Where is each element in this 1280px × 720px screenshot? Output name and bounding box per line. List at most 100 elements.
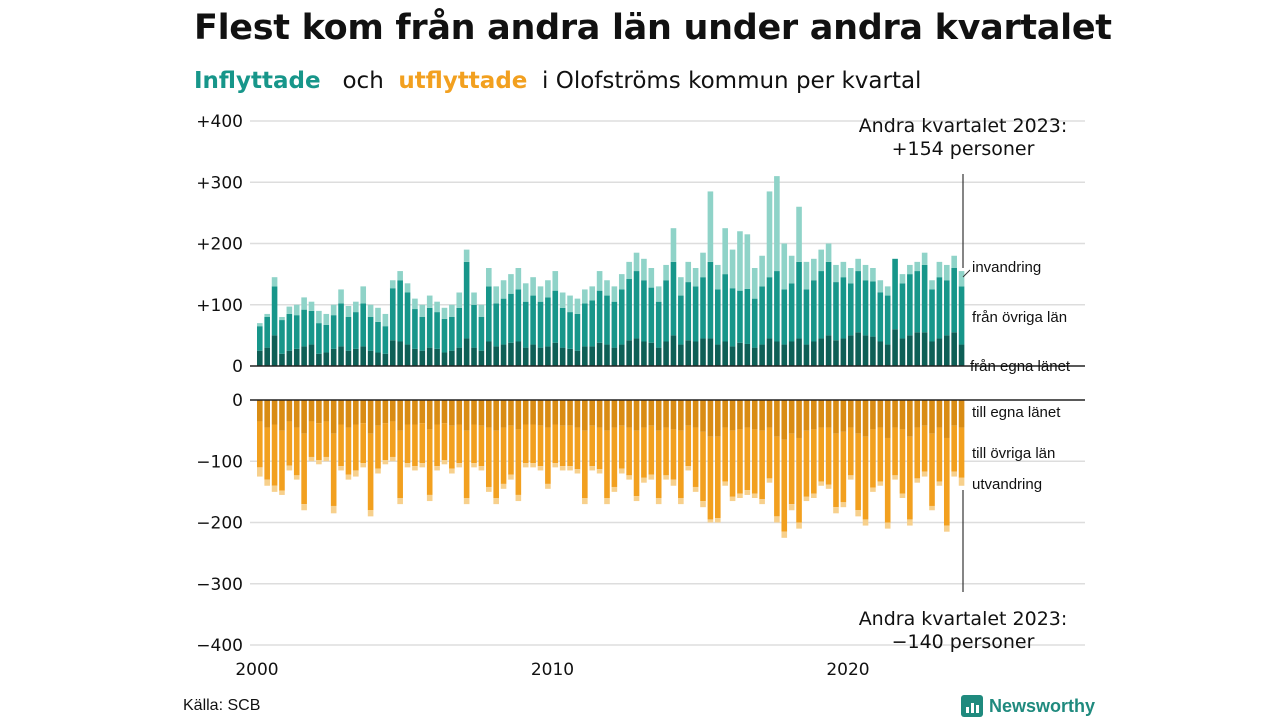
bar-invandring (471, 292, 477, 305)
bar-utvandring (559, 466, 566, 471)
bar-fran-egna-lanet (397, 341, 403, 366)
subtitle-och: och (342, 68, 384, 94)
bar-till-ovriga-lan (330, 433, 337, 506)
bar-till-ovriga-lan (382, 423, 389, 461)
y-tick-label-top: 0 (232, 357, 243, 377)
bar-fran-ovriga-lan (382, 326, 389, 354)
bar-fran-egna-lanet (604, 344, 610, 366)
bar-fran-egna-lanet (463, 338, 470, 366)
bar-till-ovriga-lan (958, 427, 965, 478)
bar-till-egna-lanet (308, 400, 315, 422)
bar-till-egna-lanet (655, 400, 662, 431)
bar-utvandring (685, 466, 692, 471)
bar-fran-ovriga-lan (759, 286, 765, 345)
bar-fran-egna-lanet (360, 346, 367, 366)
bar-utvandring (471, 463, 477, 468)
bar-utvandring (618, 468, 625, 474)
bar-utvandring (722, 481, 728, 486)
bar-fran-egna-lanet (456, 347, 463, 366)
bar-invandring (589, 286, 596, 301)
bar-fran-ovriga-lan (862, 280, 869, 336)
bar-fran-egna-lanet (729, 346, 736, 366)
bar-till-ovriga-lan (678, 430, 684, 498)
series-label-top: från övriga län (972, 309, 1067, 326)
bar-till-egna-lanet (545, 400, 551, 428)
bar-utvandring (323, 456, 330, 462)
bar-fran-ovriga-lan (936, 277, 943, 339)
bar-fran-ovriga-lan (892, 258, 898, 330)
bar-fran-ovriga-lan (737, 290, 743, 343)
bar-till-ovriga-lan (870, 429, 876, 488)
bar-till-ovriga-lan (707, 436, 714, 520)
bar-fran-ovriga-lan (397, 280, 403, 342)
bar-invandring (552, 271, 559, 291)
bar-till-egna-lanet (862, 400, 869, 437)
bar-fran-ovriga-lan (766, 277, 773, 339)
bar-fran-ovriga-lan (641, 280, 647, 342)
bar-utvandring (936, 481, 943, 486)
bar-till-egna-lanet (707, 400, 714, 437)
bar-utvandring (537, 466, 544, 471)
bar-fran-ovriga-lan (375, 321, 381, 353)
bar-invandring (508, 274, 514, 294)
bar-fran-ovriga-lan (840, 277, 847, 339)
bar-till-ovriga-lan (545, 427, 551, 484)
bar-till-ovriga-lan (360, 423, 367, 464)
bar-fran-ovriga-lan (604, 295, 610, 345)
bar-invandring (818, 249, 825, 272)
bar-till-egna-lanet (279, 400, 285, 431)
bar-fran-ovriga-lan (463, 261, 470, 339)
bar-invandring (692, 268, 699, 287)
bar-utvandring (389, 456, 396, 462)
bar-fran-ovriga-lan (884, 295, 891, 345)
bar-till-ovriga-lan (471, 424, 477, 464)
bar-till-egna-lanet (722, 400, 728, 428)
bar-till-ovriga-lan (692, 427, 699, 487)
bar-utvandring (397, 498, 403, 505)
bar-invandring (626, 261, 632, 280)
bar-till-ovriga-lan (951, 425, 957, 472)
bar-fran-ovriga-lan (788, 283, 795, 342)
bar-utvandring (257, 467, 263, 477)
bar-invandring (264, 313, 270, 317)
bar-invandring (929, 280, 935, 290)
bar-fran-ovriga-lan (870, 281, 876, 337)
bar-till-egna-lanet (530, 400, 536, 425)
bar-utvandring (345, 474, 352, 480)
bar-fran-ovriga-lan (360, 303, 367, 347)
bar-till-egna-lanet (382, 400, 389, 424)
bar-invandring (441, 307, 448, 319)
annotation-text: +154 personer (892, 138, 1035, 160)
bar-utvandring (943, 525, 950, 532)
bar-fran-ovriga-lan (345, 317, 352, 351)
bar-fran-egna-lanet (936, 338, 943, 366)
bar-till-egna-lanet (404, 400, 411, 425)
bar-fran-egna-lanet (803, 344, 810, 366)
bar-utvandring (907, 519, 913, 526)
bar-till-egna-lanet (264, 400, 270, 428)
bar-till-egna-lanet (463, 400, 470, 431)
bar-till-egna-lanet (426, 400, 433, 430)
bar-fran-ovriga-lan (751, 298, 758, 348)
bar-till-egna-lanet (330, 400, 337, 434)
bar-invandring (641, 258, 647, 281)
bar-till-ovriga-lan (847, 427, 854, 476)
bar-till-egna-lanet (559, 400, 566, 426)
bar-utvandring (500, 483, 507, 489)
bar-utvandring (360, 463, 367, 468)
bar-fran-ovriga-lan (729, 288, 736, 347)
bar-till-egna-lanet (589, 400, 596, 426)
bar-till-egna-lanet (855, 400, 861, 434)
bar-invandring (537, 286, 544, 302)
bar-fran-egna-lanet (257, 350, 263, 366)
bar-till-ovriga-lan (434, 424, 440, 467)
bar-fran-egna-lanet (382, 353, 389, 366)
bar-till-egna-lanet (899, 400, 906, 430)
bar-utvandring (884, 522, 891, 529)
bar-utvandring (434, 466, 440, 471)
bar-fran-egna-lanet (530, 344, 536, 366)
bar-utvandring (788, 504, 795, 511)
bar-till-egna-lanet (522, 400, 529, 425)
bar-fran-ovriga-lan (663, 280, 669, 342)
bar-fran-egna-lanet (271, 335, 278, 366)
